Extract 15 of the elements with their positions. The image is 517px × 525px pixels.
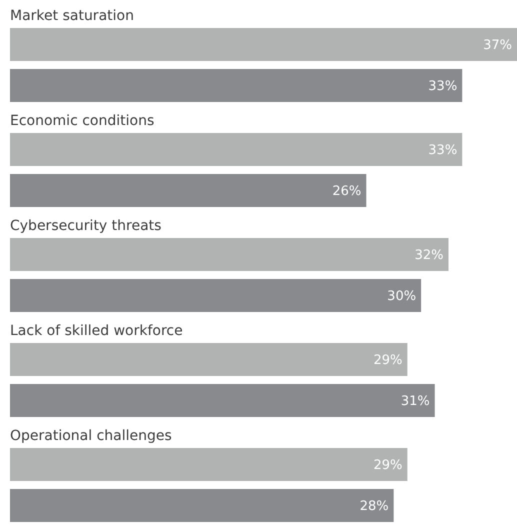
data-label: 29% bbox=[373, 458, 402, 474]
data-label: 37% bbox=[483, 38, 512, 54]
data-label: 30% bbox=[387, 289, 416, 304]
data-label: 33% bbox=[428, 79, 458, 94]
y-tick-label: Lack of skilled workforce bbox=[10, 323, 183, 339]
data-label: 29% bbox=[373, 353, 402, 368]
y-tick-label: Operational challenges bbox=[10, 428, 172, 444]
y-tick-label: Cybersecurity threats bbox=[10, 218, 162, 234]
data-label: 31% bbox=[400, 394, 430, 410]
data-label: 32% bbox=[414, 248, 444, 264]
data-label: 33% bbox=[428, 143, 458, 158]
data-label: 26% bbox=[332, 184, 362, 200]
y-tick-label: Economic conditions bbox=[10, 113, 154, 129]
data-label: 28% bbox=[360, 499, 389, 514]
y-tick-label: Market saturation bbox=[10, 8, 134, 24]
